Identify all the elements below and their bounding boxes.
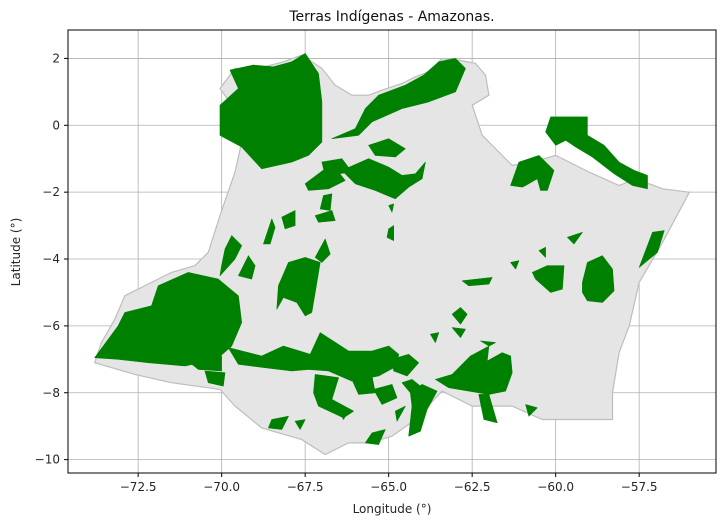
x-tick-label: −67.5	[287, 480, 324, 494]
x-axis-ticks: −72.5 −70.0 −67.5 −65.0 −62.5 −60.0 −57.5	[120, 473, 658, 494]
indigenous-territory	[181, 352, 222, 372]
indigenous-territory	[545, 116, 648, 190]
indigenous-territory	[451, 307, 468, 325]
indigenous-territory	[365, 429, 386, 445]
indigenous-territory	[338, 409, 349, 420]
indigenous-territory	[373, 384, 398, 405]
indigenous-territory	[395, 405, 406, 422]
indigenous-territory	[268, 415, 289, 430]
map-layers	[93, 53, 691, 456]
indigenous-territory	[368, 138, 406, 158]
indigenous-territory	[638, 230, 665, 268]
indigenous-territory	[276, 257, 321, 317]
x-tick-label: −62.5	[454, 480, 491, 494]
y-tick-label: 2	[52, 51, 60, 65]
indigenous-territory	[304, 163, 346, 191]
indigenous-territory	[567, 232, 583, 245]
x-axis-title: Longitude (°)	[353, 502, 432, 516]
indigenous-territory	[388, 203, 394, 213]
indigenous-territory	[314, 210, 336, 223]
indigenous-territory	[582, 255, 615, 303]
x-tick-label: −57.5	[621, 480, 658, 494]
indigenous-territory	[331, 58, 466, 139]
indigenous-territory	[538, 247, 546, 258]
indigenous-territory	[451, 327, 466, 338]
indigenous-territory	[219, 53, 323, 170]
indigenous-territory	[510, 155, 555, 191]
y-tick-label: −8	[42, 386, 60, 400]
indigenous-territories	[94, 53, 665, 445]
indigenous-territory	[319, 193, 333, 211]
indigenous-territory	[386, 225, 394, 241]
indigenous-territory	[294, 419, 306, 430]
indigenous-territory	[313, 374, 354, 419]
indigenous-territory	[430, 332, 440, 343]
indigenous-territory	[281, 210, 296, 230]
indigenous-territory	[219, 235, 242, 276]
y-axis-ticks: 2 0 −2 −4 −6 −8 −10	[35, 51, 68, 467]
x-tick-label: −65.0	[370, 480, 407, 494]
y-tick-label: −4	[42, 252, 60, 266]
indigenous-territory	[478, 394, 498, 424]
indigenous-territory	[314, 238, 331, 263]
y-tick-label: 0	[52, 118, 60, 132]
indigenous-territory	[408, 384, 438, 437]
indigenous-territory	[263, 218, 276, 245]
indigenous-territory	[391, 354, 419, 377]
indigenous-territory	[94, 272, 242, 367]
indigenous-territory	[510, 260, 520, 270]
indigenous-territory	[532, 265, 565, 293]
y-axis-title: Latitude (°)	[9, 218, 23, 287]
y-tick-label: −6	[42, 319, 60, 333]
x-tick-label: −70.0	[203, 480, 240, 494]
chart-title: Terras Indígenas - Amazonas.	[288, 9, 494, 25]
indigenous-territory	[238, 255, 256, 280]
axes-frame	[67, 29, 717, 474]
y-tick-label: −2	[42, 185, 60, 199]
indigenous-territory	[461, 277, 493, 287]
indigenous-territory	[204, 370, 226, 387]
y-tick-label: −10	[35, 453, 60, 467]
indigenous-territory	[525, 404, 538, 417]
x-tick-label: −60.0	[537, 480, 574, 494]
x-tick-label: −72.5	[120, 480, 157, 494]
indigenous-territory	[341, 158, 426, 200]
